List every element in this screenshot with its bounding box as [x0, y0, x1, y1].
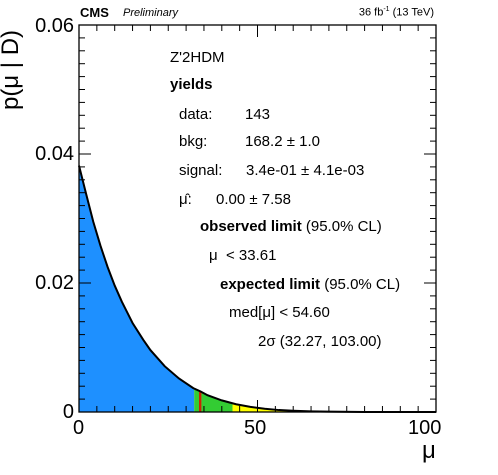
bkg-value: 168.2 ± 1.0	[245, 133, 320, 150]
two-sigma-band-value: 2σ (32.27, 103.00)	[258, 333, 382, 350]
expected-limit-heading: expected limit (95.0% CL)	[220, 276, 400, 293]
status-label: Preliminary	[123, 7, 179, 19]
data-label: data:	[179, 106, 213, 123]
credible-band	[232, 403, 436, 412]
observed-limit-heading: observed limit (95.0% CL)	[200, 218, 382, 235]
signal-value: 3.4e-01 ± 4.1e-03	[246, 162, 365, 179]
posterior-curve	[78, 165, 437, 413]
model-label: Z'2HDM	[170, 49, 225, 66]
y-tick-label: 0.04	[35, 143, 74, 165]
bkg-label: bkg:	[179, 133, 208, 150]
x-tick-label: 0	[73, 417, 85, 439]
credible-interval-bands	[79, 165, 436, 412]
y-tick-label: 0.02	[35, 272, 74, 294]
expected-limit-title: expected limit	[220, 276, 321, 293]
y-tick-label: 0.06	[35, 15, 74, 37]
yields-title: yields	[170, 76, 213, 93]
credible-band	[198, 390, 202, 412]
signal-label: signal:	[179, 162, 223, 179]
muhat-label: μ̂:	[179, 191, 192, 208]
energy-label: (13 TeV)	[392, 6, 434, 19]
x-tick-label: 100	[408, 417, 442, 439]
data-value: 143	[245, 106, 271, 123]
axis-ticks	[78, 24, 437, 413]
luminosity-label: 36 fb-1 (13 TeV)	[359, 6, 434, 19]
luminosity-value: 36 fb	[358, 6, 384, 19]
expected-limit-cl: (95.0% CL)	[324, 276, 401, 293]
y-tick-label: 0	[62, 401, 74, 423]
observed-limit-title: observed limit	[200, 218, 302, 235]
credible-band	[194, 388, 199, 412]
x-tick-label: 50	[244, 417, 267, 439]
observed-limit-cl: (95.0% CL)	[305, 218, 382, 235]
observed-limit-value: μ < 33.61	[209, 247, 277, 264]
x-axis-title: μ	[422, 437, 436, 464]
credible-band	[79, 165, 195, 412]
experiment-label: CMS	[80, 5, 109, 20]
muhat-value: 0.00 ± 7.58	[216, 191, 291, 208]
credible-band	[201, 391, 233, 412]
expected-limit-value: med[μ] < 54.60	[229, 304, 330, 321]
luminosity-unit-exponent: -1	[383, 6, 390, 13]
y-axis-title: p(μ | D)	[0, 29, 25, 111]
